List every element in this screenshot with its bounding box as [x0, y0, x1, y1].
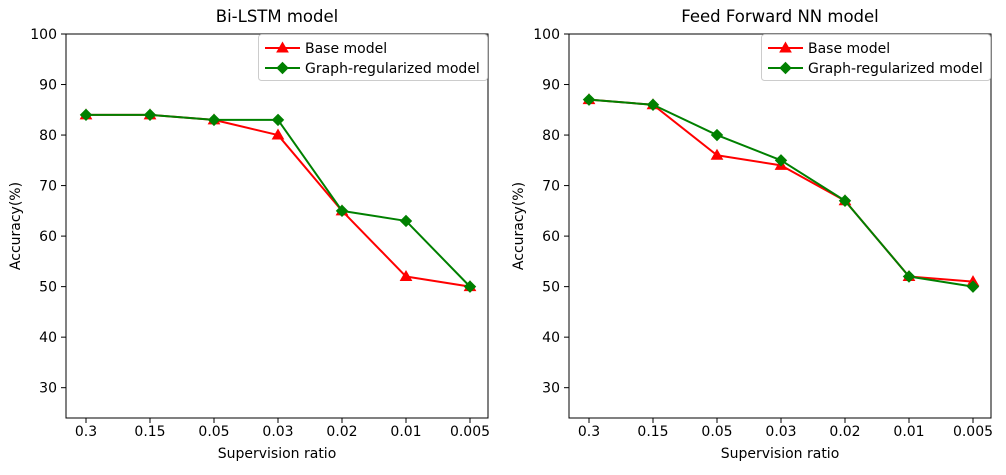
- marker-graph-regularized-model: [966, 280, 980, 293]
- marker-graph-regularized-model: [838, 194, 852, 207]
- x-tick-label: 0.15: [637, 424, 668, 440]
- marker-graph-regularized-model: [582, 93, 596, 106]
- y-tick-label: 50: [542, 280, 560, 296]
- y-tick-label: 90: [542, 78, 560, 94]
- legend-marker-base-model: [779, 41, 792, 53]
- marker-graph-regularized-model: [646, 98, 660, 111]
- marker-graph-regularized-model: [774, 154, 788, 167]
- x-tick-label: 0.03: [262, 424, 293, 440]
- y-axis-label: Accuracy(%): [8, 182, 24, 270]
- y-axis-label: Accuracy(%): [511, 182, 527, 270]
- x-tick-label: 0.03: [765, 424, 796, 440]
- marker-graph-regularized-model: [143, 108, 157, 122]
- x-axis-label: Supervision ratio: [721, 446, 840, 462]
- x-tick-label: 0.01: [390, 424, 421, 440]
- y-tick-label: 40: [39, 330, 57, 346]
- legend: [258, 34, 488, 81]
- marker-graph-regularized-model: [710, 128, 724, 142]
- y-tick-label: 50: [39, 280, 57, 296]
- bi-lstm-plot: 100 90 80 70 60 50 40 30 0.3 0.15 0.05 0.03 0.02 0.01…: [0, 0, 503, 470]
- y-tick-label: 100: [30, 27, 57, 43]
- legend-marker-base-model: [276, 41, 289, 53]
- y-tick-label: 30: [39, 381, 57, 397]
- legend-label-graph-regularized-model: Graph-regularized model: [305, 61, 480, 77]
- y-tick-label: 80: [542, 128, 560, 144]
- x-tick-label: 0.02: [326, 424, 357, 440]
- legend-marker-graph-regularized-model: [779, 61, 792, 75]
- x-tick-label: 0.05: [701, 424, 732, 440]
- chart-bi-lstm: 100 90 80 70 60 50 40 30 0.3 0.15 0.05 0.03 0.02 0.01…: [0, 0, 503, 470]
- marker-graph-regularized-model: [207, 113, 221, 127]
- legend-label-base-model: Base model: [305, 41, 387, 57]
- chart-title: Bi-LSTM model: [216, 7, 338, 26]
- y-tick-label: 60: [39, 229, 57, 245]
- legend-label-base-model: Base model: [808, 41, 890, 57]
- marker-graph-regularized-model: [902, 270, 916, 283]
- marker-graph-regularized-model: [335, 204, 349, 218]
- marker-graph-regularized-model: [271, 113, 285, 127]
- y-tick-label: 80: [39, 128, 57, 144]
- marker-graph-regularized-model: [399, 214, 413, 228]
- feed-forward-nn-plot: 100 90 80 70 60 50 40 30 0.3 0.15 0.05 0.03 0.02 0.01…: [503, 0, 1006, 470]
- x-tick-label: 0.02: [829, 424, 860, 440]
- legend-label-graph-regularized-model: Graph-regularized model: [808, 61, 983, 77]
- y-tick-label: 70: [39, 179, 57, 195]
- y-tick-label: 70: [542, 179, 560, 195]
- x-tick-label: 0.15: [134, 424, 165, 440]
- legend-marker-graph-regularized-model: [276, 61, 289, 75]
- chart-feed-forward-nn: 100 90 80 70 60 50 40 30 0.3 0.15 0.05 0.03 0.02 0.01…: [503, 0, 1006, 470]
- y-tick-label: 100: [533, 27, 560, 43]
- chart-title: Feed Forward NN model: [681, 7, 879, 26]
- x-tick-label: 0.3: [75, 424, 97, 440]
- x-tick-label: 0.005: [953, 424, 993, 440]
- x-tick-label: 0.3: [578, 424, 600, 440]
- x-tick-label: 0.005: [450, 424, 490, 440]
- y-tick-label: 90: [39, 78, 57, 94]
- marker-base-model: [710, 148, 724, 160]
- y-tick-label: 30: [542, 381, 560, 397]
- y-tick-label: 40: [542, 330, 560, 346]
- marker-base-model: [399, 270, 413, 282]
- y-tick-label: 60: [542, 229, 560, 245]
- legend: [761, 34, 991, 81]
- marker-graph-regularized-model: [79, 108, 93, 122]
- x-tick-label: 0.05: [198, 424, 229, 440]
- marker-base-model: [271, 128, 285, 140]
- x-tick-label: 0.01: [893, 424, 924, 440]
- x-axis-label: Supervision ratio: [218, 446, 337, 462]
- marker-graph-regularized-model: [463, 280, 477, 293]
